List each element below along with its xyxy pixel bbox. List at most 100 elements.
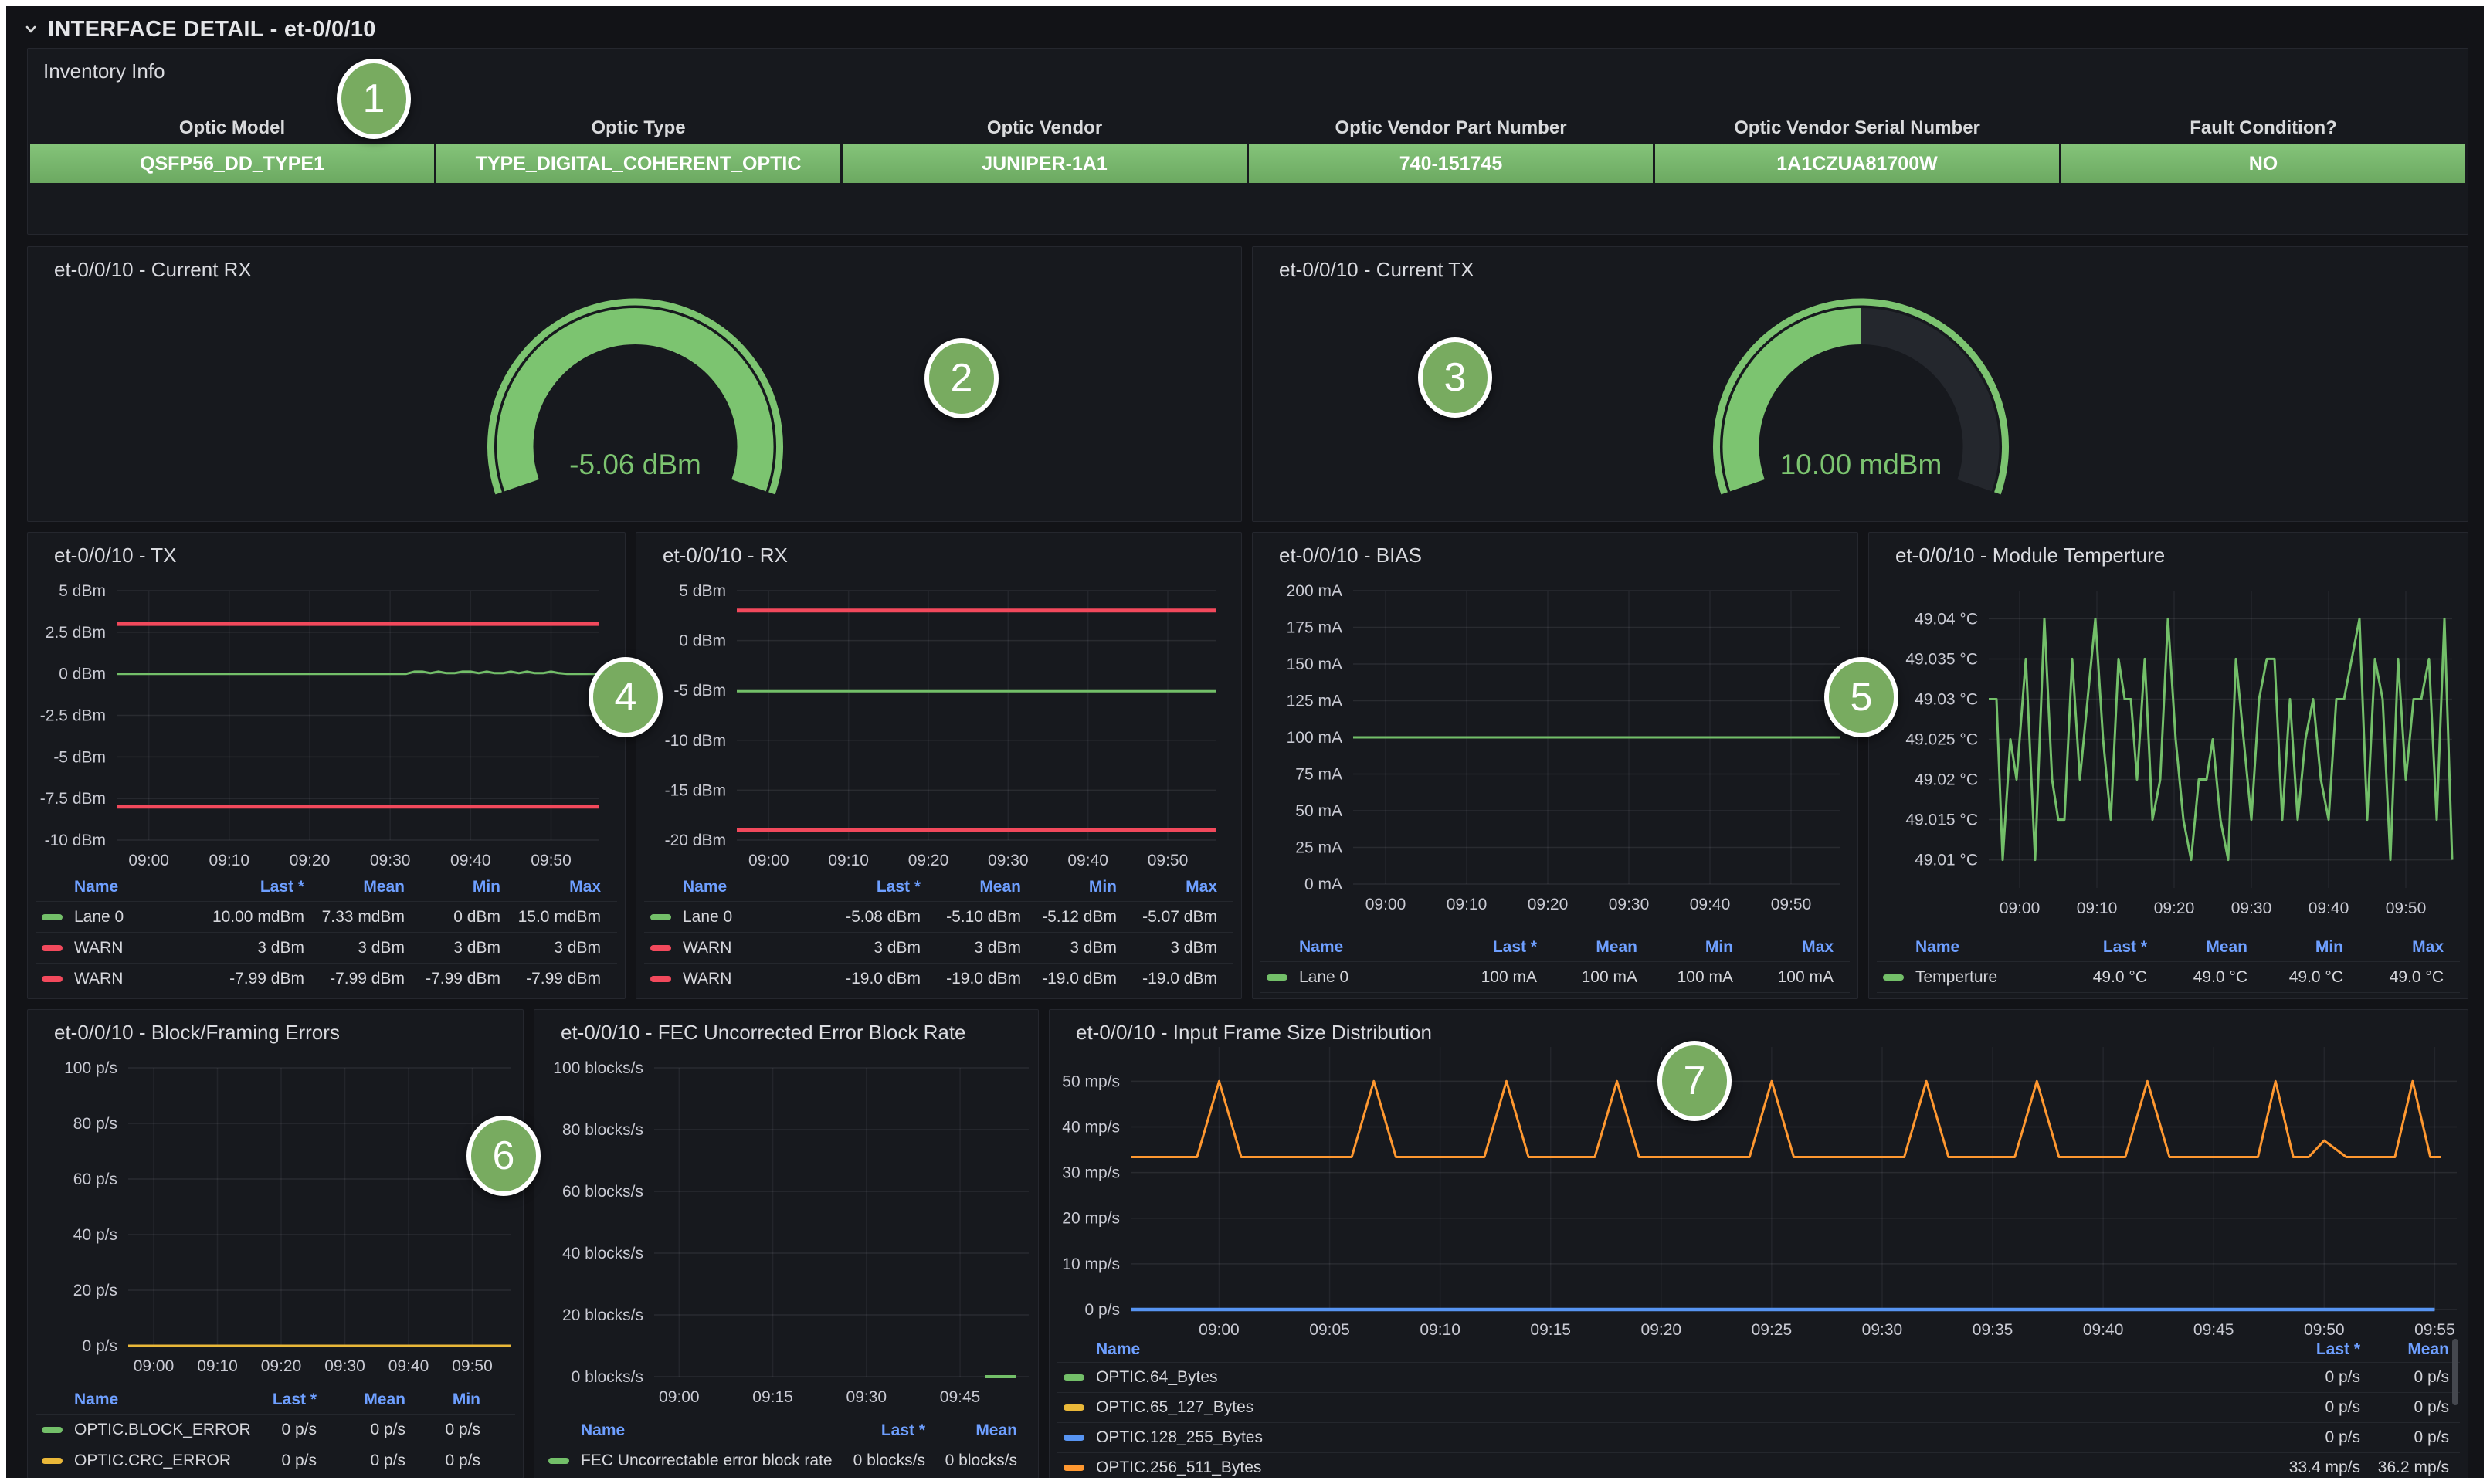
legend-row[interactable]: Lane 0 100 mA 100 mA 100 mA 100 mA: [1260, 961, 1850, 992]
legend-series-name[interactable]: Temperture: [1915, 968, 1998, 986]
panel-title[interactable]: Inventory Info: [43, 59, 165, 83]
panel-title[interactable]: et-0/0/10 - FEC Uncorrected Error Block …: [561, 1021, 966, 1044]
legend-header-3[interactable]: Min: [452, 1391, 480, 1408]
legend-header-2[interactable]: Mean: [364, 1391, 405, 1408]
legend-header-2[interactable]: Mean: [975, 1421, 1017, 1439]
dashboard-row-header[interactable]: INTERFACE DETAIL - et-0/0/10: [22, 12, 376, 46]
legend-header-1[interactable]: Last *: [260, 878, 304, 896]
legend-row[interactable]: FEC Uncorrectable error block rate 0 bloc…: [542, 1445, 1030, 1476]
legend-header-3[interactable]: Min: [1088, 878, 1117, 896]
y-tick-label: 0 p/s: [1084, 1301, 1120, 1319]
panel-title[interactable]: et-0/0/10 - Current TX: [1279, 258, 1474, 281]
legend-series-name[interactable]: WARN: [683, 939, 732, 957]
annotation-badge-number: 7: [1683, 1059, 1706, 1103]
chart-tx[interactable]: 09:00 09:10 09:20 09:30 09:40 09:50 5 dBm 2.5 d…: [28, 533, 626, 1000]
legend-row[interactable]: WARN -19.0 dBm -19.0 dBm -19.0 dBm -19.0 dBm: [644, 963, 1233, 994]
panel-title[interactable]: et-0/0/10 - Current RX: [54, 258, 252, 281]
legend-series-name[interactable]: OPTIC.CRC_ERROR: [74, 1452, 232, 1469]
legend-series-name[interactable]: OPTIC.65_127_Bytes: [1096, 1398, 1254, 1416]
legend-header-4[interactable]: Max: [569, 878, 601, 896]
y-tick-label: 25 mA: [1295, 839, 1342, 857]
legend-header-2[interactable]: Mean: [363, 878, 405, 896]
annotation-badge-number: 3: [1443, 355, 1467, 400]
legend-series-name[interactable]: WARN: [683, 970, 732, 988]
y-tick-label: 40 p/s: [73, 1226, 117, 1244]
legend-header-1[interactable]: Last *: [2315, 1340, 2360, 1358]
legend-header-2[interactable]: Mean: [1596, 938, 1637, 956]
legend-row[interactable]: OPTIC.BLOCK_ERROR 0 p/s 0 p/s 0 p/s: [36, 1414, 515, 1445]
legend-series-name[interactable]: WARN: [74, 939, 124, 957]
legend-row[interactable]: Lane 0 -5.08 dBm -5.10 dBm -5.12 dBm -5.07 d…: [644, 901, 1233, 932]
legend-row[interactable]: OPTIC.65_127_Bytes 0 p/s 0 p/s: [1057, 1392, 2460, 1422]
chart-rx[interactable]: 09:00 09:10 09:20 09:30 09:40 09:50 5 dBm 0 dBm…: [636, 533, 1243, 1000]
legend-row[interactable]: WARN 3 dBm 3 dBm 3 dBm 3 dBm: [36, 932, 617, 963]
legend-series-name[interactable]: WARN: [74, 970, 124, 988]
legend-series-name[interactable]: OPTIC.64_Bytes: [1096, 1368, 1218, 1386]
y-tick-label: 49.02 °C: [1915, 771, 1978, 789]
x-tick-label: 09:45: [940, 1388, 981, 1406]
legend-scrollbar-thumb[interactable]: [2452, 1339, 2458, 1405]
legend-series-swatch: [1064, 1374, 1084, 1381]
x-tick-label: 09:15: [1530, 1321, 1571, 1339]
legend-header-1[interactable]: Last *: [2102, 938, 2147, 956]
legend-row[interactable]: OPTIC.64_Bytes 0 p/s 0 p/s: [1057, 1362, 2460, 1392]
legend-header-3[interactable]: Min: [1705, 938, 1733, 956]
x-tick-label: 09:25: [1752, 1321, 1793, 1339]
x-tick-label: 09:00: [134, 1357, 175, 1375]
legend-header-name[interactable]: Name: [1096, 1340, 1141, 1358]
legend-header-name[interactable]: Name: [74, 1391, 119, 1408]
legend-header-1[interactable]: Last *: [876, 878, 921, 896]
chart-module-temperature[interactable]: 09:00 09:10 09:20 09:30 09:40 09:50 49.04 °C 49…: [1869, 533, 2469, 1000]
row-header-title: INTERFACE DETAIL - et-0/0/10: [48, 16, 376, 42]
legend-header-1[interactable]: Last *: [880, 1421, 925, 1439]
legend-header-1[interactable]: Last *: [272, 1391, 317, 1408]
chart-block-framing-errors[interactable]: 09:00 09:10 09:20 09:30 09:40 09:50 100 p/s 80 …: [28, 1010, 524, 1478]
legend-series-name[interactable]: Lane 0: [683, 908, 733, 926]
legend-value: 0 p/s: [370, 1421, 405, 1438]
legend-series-name[interactable]: OPTIC.BLOCK_ERROR: [74, 1421, 251, 1438]
legend-series-name[interactable]: OPTIC.128_255_Bytes: [1096, 1428, 1263, 1446]
legend-series-name[interactable]: OPTIC.256_511_Bytes: [1096, 1459, 1262, 1476]
panel-title[interactable]: et-0/0/10 - Input Frame Size Distributio…: [1076, 1021, 1432, 1044]
legend-series-name[interactable]: Lane 0: [1299, 968, 1349, 986]
legend-header-name[interactable]: Name: [683, 878, 728, 896]
x-tick-label: 09:10: [197, 1357, 238, 1375]
legend-header-3[interactable]: Min: [2315, 938, 2343, 956]
legend-row[interactable]: WARN -7.99 dBm -7.99 dBm -7.99 dBm -7.99 dBm: [36, 963, 617, 994]
legend-series-name[interactable]: FEC Uncorrectable error block rate: [581, 1452, 833, 1469]
gauge-threshold-ring: [487, 298, 783, 495]
legend-row[interactable]: Temperture 49.0 °C 49.0 °C 49.0 °C 49.0 °C: [1877, 961, 2460, 992]
legend-row[interactable]: OPTIC.256_511_Bytes 33.4 mp/s 36.2 mp/s: [1057, 1452, 2460, 1478]
legend-header-4[interactable]: Max: [1802, 938, 1834, 956]
y-tick-label: 5 dBm: [59, 582, 106, 600]
legend-header-name[interactable]: Name: [1915, 938, 1960, 956]
legend-header-4[interactable]: Max: [1186, 878, 1217, 896]
legend-header-3[interactable]: Min: [472, 878, 500, 896]
legend-header-4[interactable]: Max: [2412, 938, 2444, 956]
panel-title[interactable]: et-0/0/10 - RX: [663, 544, 788, 567]
legend-value: -7.99 dBm: [330, 970, 405, 988]
panel-title[interactable]: et-0/0/10 - TX: [54, 544, 177, 567]
legend-header-2[interactable]: Mean: [2206, 938, 2247, 956]
grafana-dashboard: INTERFACE DETAIL - et-0/0/10 Inventory I…: [6, 6, 2484, 1478]
legend-header-name[interactable]: Name: [581, 1421, 626, 1439]
panel-title[interactable]: et-0/0/10 - Module Temperture: [1895, 544, 2166, 567]
legend-header-2[interactable]: Mean: [979, 878, 1021, 896]
legend-header-1[interactable]: Last *: [1492, 938, 1537, 956]
inventory-column: Optic Vendor JUNIPER-1A1: [843, 112, 1247, 183]
legend-row[interactable]: OPTIC.128_255_Bytes 0 p/s 0 p/s: [1057, 1422, 2460, 1452]
legend-value: 15.0 mdBm: [517, 908, 601, 926]
legend-header-name[interactable]: Name: [74, 878, 119, 896]
legend-row[interactable]: OPTIC.CRC_ERROR 0 p/s 0 p/s 0 p/s: [36, 1445, 515, 1476]
chart-input-frame-size-distribution[interactable]: 09:00 09:05 09:10 09:15 09:20 09:25 09:30 09:35…: [1050, 1010, 2469, 1478]
chart-fec-uncorrected-error-block-rate[interactable]: 09:00 09:15 09:30 09:45 100 blocks/s 80 block…: [534, 1010, 1040, 1478]
legend-header-name[interactable]: Name: [1299, 938, 1344, 956]
legend-series-name[interactable]: Lane 0: [74, 908, 124, 926]
legend-value: 0 p/s: [445, 1421, 480, 1438]
chart-bias[interactable]: 09:00 09:10 09:20 09:30 09:40 09:50 200 mA 175 …: [1253, 533, 1859, 1000]
legend-row[interactable]: WARN 3 dBm 3 dBm 3 dBm 3 dBm: [644, 932, 1233, 963]
legend-row[interactable]: Lane 0 10.00 mdBm 7.33 mdBm 0 dBm 15.0 mdBm: [36, 901, 617, 932]
panel-title[interactable]: et-0/0/10 - Block/Framing Errors: [54, 1021, 340, 1044]
panel-title[interactable]: et-0/0/10 - BIAS: [1279, 544, 1422, 567]
legend-header-2[interactable]: Mean: [2407, 1340, 2449, 1358]
